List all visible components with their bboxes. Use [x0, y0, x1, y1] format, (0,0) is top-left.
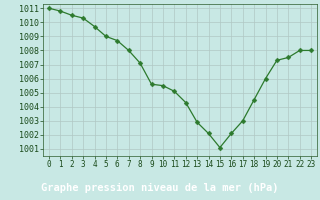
- Text: Graphe pression niveau de la mer (hPa): Graphe pression niveau de la mer (hPa): [41, 183, 279, 193]
